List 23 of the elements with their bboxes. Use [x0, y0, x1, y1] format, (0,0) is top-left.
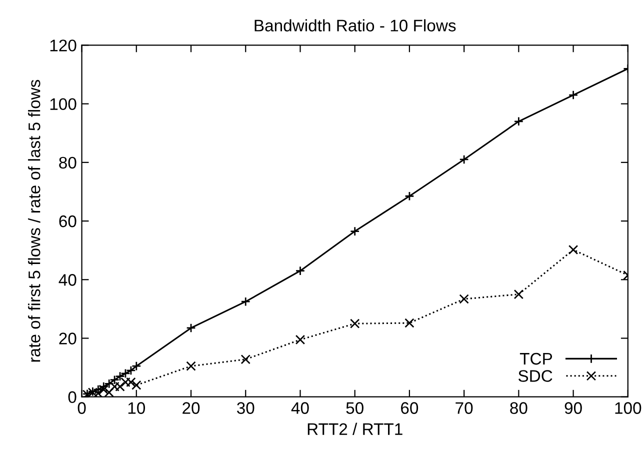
y-axis-title: rate of first 5 flows / rate of last 5 flows [28, 80, 40, 362]
x-axis-title: RTT2 / RTT1 [308, 422, 402, 436]
legend-label: SDC [518, 370, 552, 382]
x-tick-label: 60 [401, 402, 418, 414]
x-tick-label: 100 [615, 402, 642, 414]
chart-title: Bandwidth Ratio - 10 Flows [254, 19, 456, 32]
x-tick-label: 50 [346, 402, 364, 414]
x-tick-label: 0 [78, 402, 86, 414]
legend-label: TCP [520, 352, 552, 365]
y-tick-label: 20 [59, 332, 76, 344]
x-tick-label: 10 [128, 402, 146, 414]
y-tick-label: 0 [68, 391, 76, 404]
x-tick-label: 30 [236, 402, 254, 414]
x-tick-label: 80 [510, 402, 528, 414]
x-tick-label: 40 [291, 402, 309, 414]
x-tick-label: 90 [564, 402, 582, 414]
y-tick-label: 80 [59, 156, 76, 169]
x-tick-label: 70 [456, 402, 473, 414]
y-tick-label: 100 [50, 98, 76, 110]
x-tick-label: 20 [182, 402, 200, 414]
y-tick-label: 120 [50, 40, 76, 52]
y-tick-label: 60 [59, 215, 76, 228]
y-tick-label: 40 [58, 274, 76, 286]
